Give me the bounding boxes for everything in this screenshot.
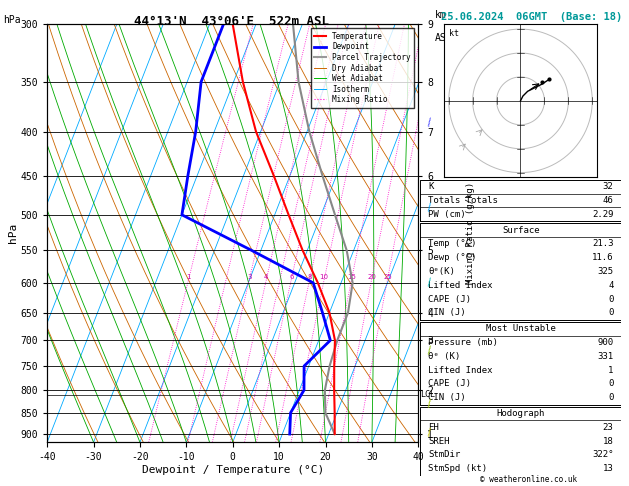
- Text: ASL: ASL: [435, 33, 453, 43]
- Text: 322°: 322°: [592, 451, 613, 459]
- Text: 11.6: 11.6: [592, 253, 613, 262]
- Text: Surface: Surface: [502, 226, 540, 235]
- Text: km: km: [435, 10, 447, 20]
- Text: 23: 23: [603, 423, 613, 432]
- Text: Hodograph: Hodograph: [497, 409, 545, 418]
- Text: 25: 25: [383, 274, 392, 280]
- Text: Lifted Index: Lifted Index: [428, 281, 493, 290]
- Text: LCL: LCL: [420, 390, 435, 399]
- Text: PW (cm): PW (cm): [428, 210, 466, 219]
- Text: Mixing Ratio (g/kg): Mixing Ratio (g/kg): [465, 182, 475, 284]
- Text: θᵉ (K): θᵉ (K): [428, 352, 460, 361]
- Text: 4: 4: [264, 274, 269, 280]
- Text: \: \: [425, 202, 433, 212]
- Text: 1: 1: [186, 274, 191, 280]
- Text: \: \: [425, 427, 433, 437]
- Text: 20: 20: [367, 274, 376, 280]
- Text: 32: 32: [603, 182, 613, 191]
- Text: CIN (J): CIN (J): [428, 309, 466, 317]
- Text: \: \: [425, 399, 433, 409]
- Text: CAPE (J): CAPE (J): [428, 295, 471, 304]
- Text: © weatheronline.co.uk: © weatheronline.co.uk: [480, 474, 577, 484]
- Text: Dewp (°C): Dewp (°C): [428, 253, 477, 262]
- Text: Lifted Index: Lifted Index: [428, 365, 493, 375]
- Text: 331: 331: [598, 352, 613, 361]
- Text: 3: 3: [247, 274, 252, 280]
- Text: StmSpd (kt): StmSpd (kt): [428, 464, 487, 473]
- Text: θᵉ(K): θᵉ(K): [428, 267, 455, 276]
- Text: 44°13'N  43°06'E  522m ASL: 44°13'N 43°06'E 522m ASL: [133, 15, 329, 28]
- Text: 13: 13: [603, 464, 613, 473]
- X-axis label: Dewpoint / Temperature (°C): Dewpoint / Temperature (°C): [142, 465, 324, 475]
- Text: CIN (J): CIN (J): [428, 393, 466, 402]
- Text: \: \: [425, 278, 433, 288]
- Text: \: \: [425, 346, 433, 356]
- Text: EH: EH: [428, 423, 439, 432]
- Text: Totals Totals: Totals Totals: [428, 196, 498, 205]
- Text: 6: 6: [289, 274, 294, 280]
- Text: 4: 4: [608, 281, 613, 290]
- Text: 0: 0: [608, 393, 613, 402]
- Text: 0: 0: [608, 309, 613, 317]
- Text: 8: 8: [308, 274, 312, 280]
- Text: 25.06.2024  06GMT  (Base: 18): 25.06.2024 06GMT (Base: 18): [441, 12, 622, 22]
- Text: hPa: hPa: [3, 15, 21, 25]
- Text: K: K: [428, 182, 433, 191]
- Text: 15: 15: [347, 274, 356, 280]
- Text: 0: 0: [608, 380, 613, 388]
- Text: 10: 10: [320, 274, 329, 280]
- Text: 900: 900: [598, 338, 613, 347]
- Text: 1: 1: [608, 365, 613, 375]
- Text: Most Unstable: Most Unstable: [486, 324, 556, 333]
- Text: CAPE (J): CAPE (J): [428, 380, 471, 388]
- Legend: Temperature, Dewpoint, Parcel Trajectory, Dry Adiabat, Wet Adiabat, Isotherm, Mi: Temperature, Dewpoint, Parcel Trajectory…: [311, 28, 415, 108]
- Text: 46: 46: [603, 196, 613, 205]
- Text: 21.3: 21.3: [592, 240, 613, 248]
- Text: kt: kt: [448, 29, 459, 38]
- Text: SREH: SREH: [428, 436, 450, 446]
- Text: Temp (°C): Temp (°C): [428, 240, 477, 248]
- Text: 325: 325: [598, 267, 613, 276]
- Text: 0: 0: [608, 295, 613, 304]
- Text: 2.29: 2.29: [592, 210, 613, 219]
- Y-axis label: hPa: hPa: [8, 223, 18, 243]
- Text: Pressure (mb): Pressure (mb): [428, 338, 498, 347]
- Text: StmDir: StmDir: [428, 451, 460, 459]
- Text: 18: 18: [603, 436, 613, 446]
- Text: \: \: [425, 117, 433, 127]
